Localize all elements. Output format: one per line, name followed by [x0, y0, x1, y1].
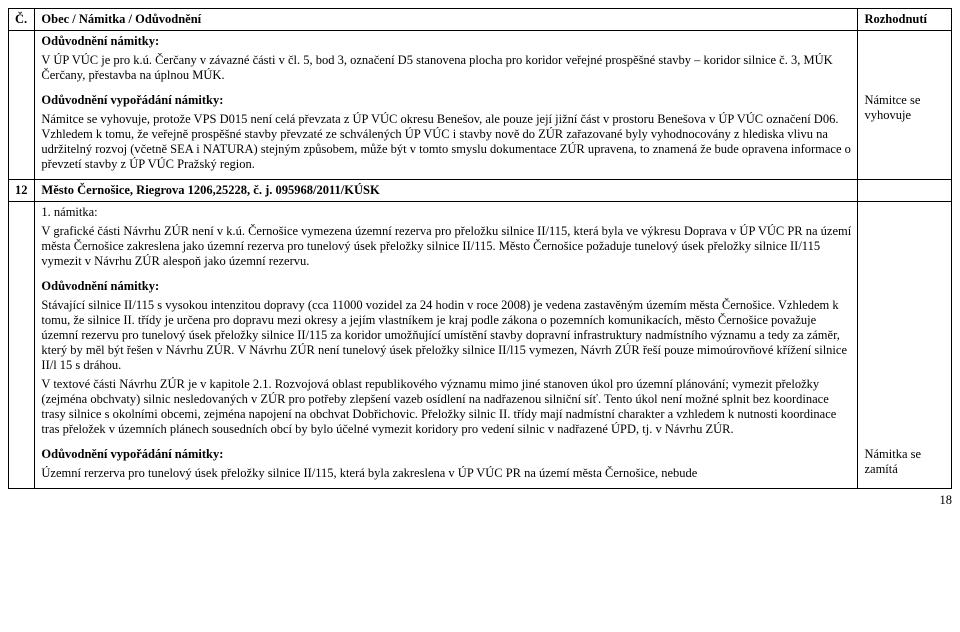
row1-main-b: Odůvodnění vypořádání námitky: Námitce s… — [35, 90, 858, 180]
row2-num: 12 — [9, 180, 35, 202]
row-3-oduv-vyp: Odůvodnění vypořádání námitky: Územní re… — [9, 444, 952, 489]
row3-decision: Námitka se zamítá — [858, 444, 952, 489]
row-1-oduv-namitky: Odůvodnění námitky: V ÚP VÚC je pro k.ú.… — [9, 31, 952, 91]
row1-p1: V ÚP VÚC je pro k.ú. Čerčany v závazné č… — [41, 53, 851, 83]
row3-num-b — [9, 276, 35, 444]
document-table: Č. Obec / Námitka / Odůvodnění Rozhodnut… — [8, 8, 952, 489]
row3-main-b: Odůvodnění námitky: Stávající silnice II… — [35, 276, 858, 444]
row3-p1: V grafické části Návrhu ZÚR není v k.ú. … — [41, 224, 851, 269]
oduv-namitky-label: Odůvodnění námitky: — [41, 34, 851, 49]
namitka-label: 1. námitka: — [41, 205, 851, 220]
row1-decision: Námitce se vyhovuje — [858, 90, 952, 180]
row3-num-c — [9, 444, 35, 489]
row1-p2: Námitce se vyhovuje, protože VPS D015 ne… — [41, 112, 851, 172]
row3-dec-b — [858, 276, 952, 444]
row1-num — [9, 31, 35, 91]
row1-dec-a — [858, 31, 952, 91]
row-1-oduv-vyp: Odůvodnění vypořádání námitky: Námitce s… — [9, 90, 952, 180]
row3-p4: Územní rerzerva pro tunelový úsek přelož… — [41, 466, 851, 481]
oduv-vyp-label: Odůvodnění vypořádání námitky: — [41, 93, 851, 108]
page-number: 18 — [8, 489, 960, 508]
row2-title: Město Černošice, Riegrova 1206,25228, č.… — [35, 180, 858, 202]
row3-main-a: 1. námitka: V grafické části Návrhu ZÚR … — [35, 202, 858, 277]
header-main: Obec / Námitka / Odůvodnění — [35, 9, 858, 31]
header-row: Č. Obec / Námitka / Odůvodnění Rozhodnut… — [9, 9, 952, 31]
row3-p2: Stávající silnice II/115 s vysokou inten… — [41, 298, 851, 373]
row1-num-b — [9, 90, 35, 180]
row-2-title: 12 Město Černošice, Riegrova 1206,25228,… — [9, 180, 952, 202]
row-3-namitka: 1. námitka: V grafické části Návrhu ZÚR … — [9, 202, 952, 277]
row-3-oduv-namitky: Odůvodnění námitky: Stávající silnice II… — [9, 276, 952, 444]
row3-oduv-namitky-label: Odůvodnění námitky: — [41, 279, 851, 294]
row3-oduv-vyp-label: Odůvodnění vypořádání námitky: — [41, 447, 851, 462]
header-num: Č. — [9, 9, 35, 31]
row3-dec-a — [858, 202, 952, 277]
row1-main-a: Odůvodnění námitky: V ÚP VÚC je pro k.ú.… — [35, 31, 858, 91]
row3-num-a — [9, 202, 35, 277]
row3-main-c: Odůvodnění vypořádání námitky: Územní re… — [35, 444, 858, 489]
header-decision: Rozhodnutí — [858, 9, 952, 31]
row3-p3: V textové části Návrhu ZÚR je v kapitole… — [41, 377, 851, 437]
row2-dec — [858, 180, 952, 202]
